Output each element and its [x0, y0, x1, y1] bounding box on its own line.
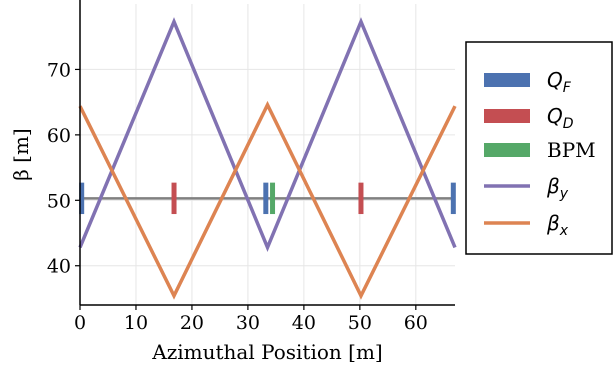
legend-label-subscript: x: [559, 223, 569, 239]
legend-label-y: βy: [546, 174, 569, 202]
legend-label-main: β: [546, 174, 560, 198]
x-tick-label: 30: [236, 312, 260, 334]
legend-label-subscript: D: [563, 116, 574, 132]
element-qf-marker: [79, 182, 85, 215]
lattice-elements: [79, 182, 456, 215]
element-qd-marker: [358, 182, 364, 215]
legend-swatch-qf: [484, 73, 530, 87]
legend-label-main: BPM: [547, 138, 596, 162]
legend-label-main: β: [546, 211, 560, 235]
x-axis-ticks: 0 10 20 30 40 50 60: [74, 305, 428, 334]
element-qf-marker: [263, 182, 269, 215]
y-axis-label: β [m]: [9, 128, 33, 181]
legend-swatch-qd: [484, 109, 530, 123]
grid: [79, 4, 455, 305]
legend-label-subscript: y: [559, 186, 569, 202]
legend-label-x: βx: [546, 211, 569, 239]
x-tick-label: 50: [348, 312, 372, 334]
x-tick-label: 20: [180, 312, 204, 334]
legend-swatch-bpm: [484, 143, 530, 157]
legend-label-bpm: BPM: [547, 138, 596, 162]
y-tick-label: 40: [47, 256, 71, 278]
y-tick-label: 50: [47, 190, 71, 212]
x-tick-label: 10: [124, 312, 148, 334]
plot-series: [78, 17, 457, 300]
element-qd-marker: [171, 182, 177, 215]
series-line-y-y: [78, 17, 457, 252]
element-qf-marker: [450, 182, 456, 215]
legend-label-qd: QD: [547, 104, 574, 132]
y-tick-label: 70: [47, 59, 71, 81]
legend-label-subscript: F: [563, 80, 572, 96]
axes: [79, 0, 455, 306]
element-bpm-marker: [270, 182, 276, 215]
x-axis-label: Azimuthal Position [m]: [151, 340, 382, 364]
x-tick-label: 60: [404, 312, 428, 334]
y-tick-label: 60: [47, 125, 71, 147]
legend-label-qf: QF: [547, 68, 572, 96]
series-line-x-x: [78, 100, 457, 300]
x-tick-label: 0: [74, 312, 86, 334]
x-tick-label: 40: [292, 312, 316, 334]
legend-label-main: Q: [547, 104, 563, 128]
y-axis-ticks: 40 50 60 70: [47, 59, 80, 278]
legend-label-main: Q: [547, 68, 563, 92]
